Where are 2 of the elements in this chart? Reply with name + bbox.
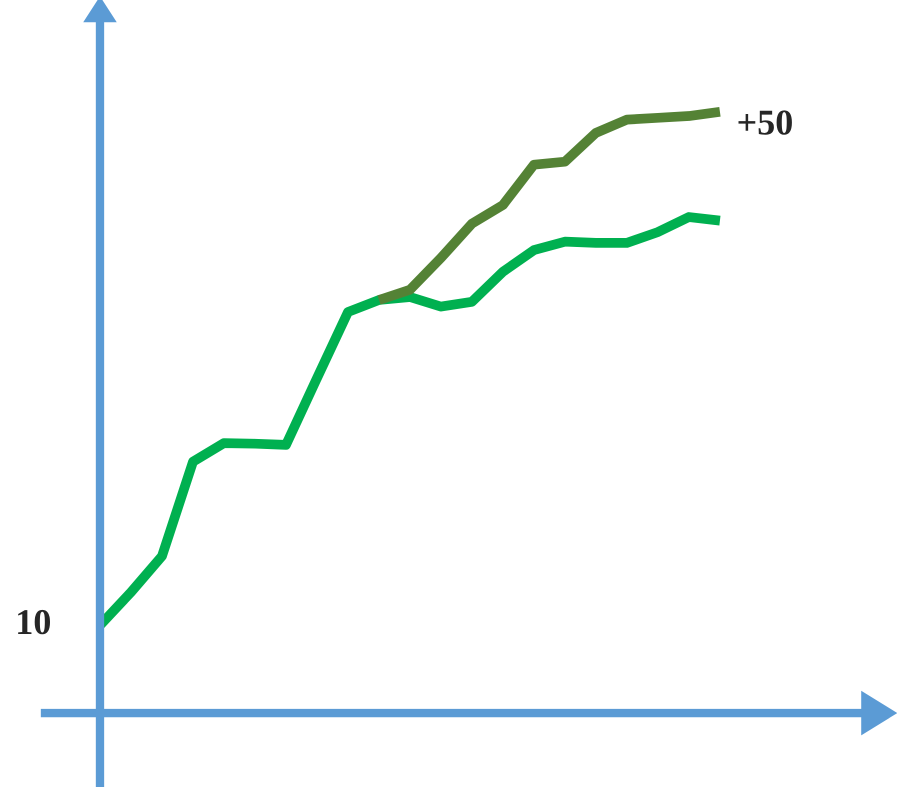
text: 10 — [18, 610, 50, 634]
text: +50 — [738, 110, 792, 135]
